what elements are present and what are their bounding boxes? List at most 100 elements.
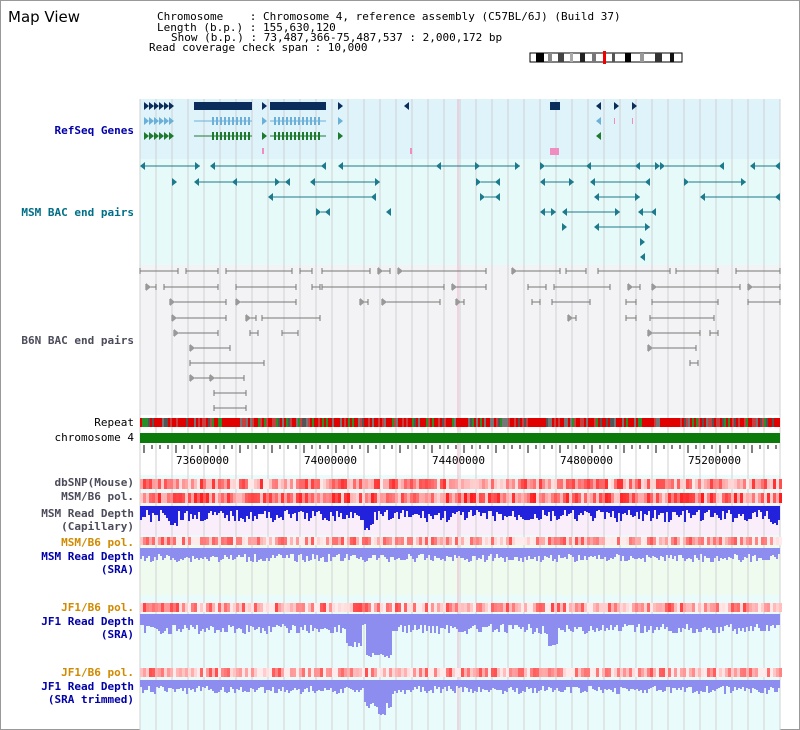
polymorphism-cell	[401, 668, 404, 677]
repeat-segment	[590, 418, 592, 427]
depth-bar	[744, 506, 746, 520]
depth-bar	[576, 680, 578, 687]
polymorphism-cell	[524, 603, 527, 612]
depth-bar	[762, 680, 764, 693]
track-label-b6n-bac[interactable]: B6N BAC end pairs	[21, 334, 134, 347]
depth-bar	[652, 548, 654, 556]
polymorphism-cell	[686, 479, 689, 489]
repeat-segment	[416, 418, 418, 427]
feature-arrow	[144, 102, 149, 110]
depth-bar	[762, 548, 764, 560]
track-label-repeat[interactable]: Repeat	[94, 416, 134, 429]
depth-bar	[440, 614, 442, 628]
depth-bar	[644, 506, 646, 514]
depth-bar	[498, 614, 500, 632]
repeat-segment	[674, 418, 676, 427]
track-label-msm-depth-capillary[interactable]: MSM Read Depth	[41, 507, 134, 520]
polymorphism-cell	[629, 493, 632, 503]
depth-bar	[774, 506, 776, 523]
feature-arrow	[285, 178, 290, 186]
polymorphism-cell	[377, 603, 380, 612]
polymorphism-cell	[632, 668, 635, 677]
repeat-segment	[632, 418, 634, 427]
track-label-dbsnp[interactable]: dbSNP(Mouse)	[54, 476, 134, 489]
depth-bar	[388, 680, 390, 708]
polymorphism-cell	[746, 493, 749, 503]
depth-bar	[326, 506, 328, 520]
feature-arrow	[190, 374, 195, 382]
depth-bar	[244, 506, 246, 522]
depth-bar	[436, 548, 438, 558]
polymorphism-cell	[407, 537, 410, 545]
feature-arrow	[741, 178, 746, 186]
depth-bar	[460, 680, 462, 687]
polymorphism-cell	[179, 603, 182, 612]
track-label-refseq-genes[interactable]: RefSeq Genes	[54, 124, 134, 137]
depth-bar	[264, 506, 266, 511]
repeat-segment	[364, 418, 366, 427]
depth-bar	[462, 548, 464, 558]
polymorphism-cell	[770, 493, 773, 503]
depth-bar	[196, 506, 198, 519]
repeat-segment	[268, 418, 270, 427]
polymorphism-cell	[371, 479, 374, 489]
polymorphism-cell	[263, 537, 266, 545]
repeat-segment	[530, 418, 532, 427]
depth-bar	[712, 548, 714, 562]
track-label-jf1-b6-pol-1[interactable]: JF1/B6 pol.	[61, 601, 134, 614]
depth-bar	[414, 506, 416, 514]
polymorphism-cell	[584, 668, 587, 677]
depth-bar	[182, 614, 184, 629]
polymorphism-cell	[689, 479, 692, 489]
track-label-jf1-depth-trimmed[interactable]: JF1 Read Depth	[41, 680, 134, 693]
depth-bar	[362, 506, 364, 520]
depth-bar	[484, 614, 486, 627]
polymorphism-cell	[407, 479, 410, 489]
polymorphism-cell	[692, 603, 695, 612]
polymorphism-cell	[716, 668, 719, 677]
depth-bar	[506, 506, 508, 517]
polymorphism-cell	[314, 668, 317, 677]
track-label-msm-depth-sra[interactable]: MSM Read Depth	[41, 550, 134, 563]
repeat-segment	[702, 418, 704, 427]
track-label-msm-b6-pol-2[interactable]: MSM/B6 pol.	[61, 536, 134, 549]
polymorphism-cell	[683, 537, 686, 545]
depth-bar	[176, 506, 178, 526]
track-label-msm-b6-pol-1[interactable]: MSM/B6 pol.	[61, 490, 134, 503]
depth-bar	[332, 680, 334, 692]
repeat-segment	[778, 418, 780, 427]
depth-bar	[388, 614, 390, 658]
depth-bar	[598, 548, 600, 555]
polymorphism-cell	[587, 493, 590, 503]
track-label-msm-bac[interactable]: MSM BAC end pairs	[21, 206, 134, 219]
depth-bar	[484, 548, 486, 562]
track-label-chromosome[interactable]: chromosome 4	[54, 431, 134, 444]
polymorphism-cell	[467, 537, 470, 545]
ideogram-band	[640, 53, 644, 62]
polymorphism-cell	[599, 603, 602, 612]
depth-bar	[578, 680, 580, 688]
polymorphism-cell	[317, 603, 320, 612]
track-label-jf1-depth-sra[interactable]: JF1 Read Depth	[41, 615, 134, 628]
depth-bar	[656, 548, 658, 558]
depth-bar	[752, 548, 754, 556]
depth-bar	[300, 506, 302, 511]
depth-bar	[768, 548, 770, 560]
depth-bar	[372, 548, 374, 555]
depth-bar	[340, 506, 342, 513]
polymorphism-cell	[632, 537, 635, 545]
track-label-jf1-b6-pol-2[interactable]: JF1/B6 pol.	[61, 666, 134, 679]
polymorphism-cell	[146, 479, 149, 489]
depth-bar	[574, 548, 576, 562]
polymorphism-cell	[491, 493, 494, 503]
depth-bar	[212, 680, 214, 691]
feature-arrow	[655, 162, 660, 170]
depth-bar	[542, 548, 544, 560]
polymorphism-cell	[209, 493, 212, 503]
depth-bar	[170, 680, 172, 688]
depth-bar	[302, 548, 304, 560]
depth-bar	[706, 506, 708, 512]
depth-bar	[274, 548, 276, 558]
depth-bar	[538, 614, 540, 633]
polymorphism-cell	[752, 668, 755, 677]
